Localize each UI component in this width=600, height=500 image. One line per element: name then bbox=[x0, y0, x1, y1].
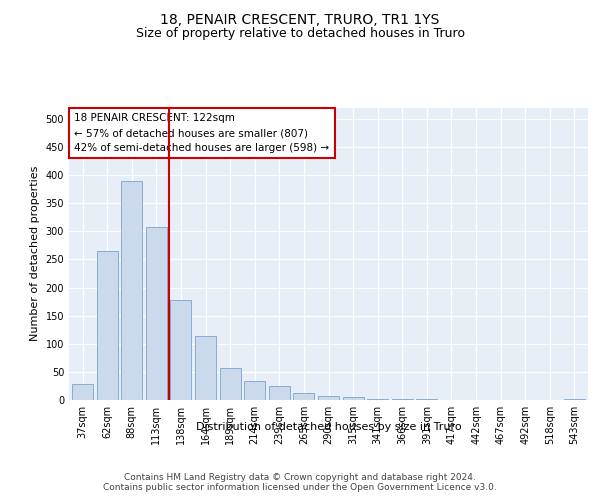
Text: 18, PENAIR CRESCENT, TRURO, TR1 1YS: 18, PENAIR CRESCENT, TRURO, TR1 1YS bbox=[160, 12, 440, 26]
Bar bbox=[146, 227, 167, 400]
Bar bbox=[72, 384, 93, 400]
Bar bbox=[343, 397, 364, 400]
Bar bbox=[564, 399, 585, 400]
Bar bbox=[269, 386, 290, 400]
Text: Contains HM Land Registry data © Crown copyright and database right 2024.
Contai: Contains HM Land Registry data © Crown c… bbox=[103, 472, 497, 492]
Bar bbox=[318, 396, 339, 400]
Text: 18 PENAIR CRESCENT: 122sqm
← 57% of detached houses are smaller (807)
42% of sem: 18 PENAIR CRESCENT: 122sqm ← 57% of deta… bbox=[74, 114, 329, 153]
Text: Distribution of detached houses by size in Truro: Distribution of detached houses by size … bbox=[196, 422, 461, 432]
Text: Size of property relative to detached houses in Truro: Size of property relative to detached ho… bbox=[136, 28, 464, 40]
Bar bbox=[170, 300, 191, 400]
Bar bbox=[293, 392, 314, 400]
Bar bbox=[220, 368, 241, 400]
Bar bbox=[367, 399, 388, 400]
Bar bbox=[244, 382, 265, 400]
Bar bbox=[121, 180, 142, 400]
Bar bbox=[97, 251, 118, 400]
Bar bbox=[195, 336, 216, 400]
Y-axis label: Number of detached properties: Number of detached properties bbox=[30, 166, 40, 342]
